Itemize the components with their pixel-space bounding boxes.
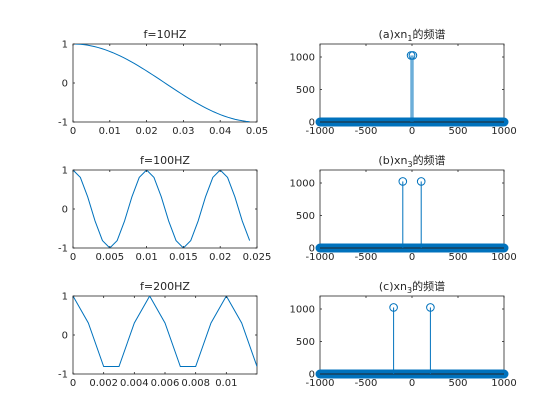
x-tick-label: 0.015 <box>169 252 198 263</box>
stem-marker <box>408 51 418 60</box>
x-tick-label: -1000 <box>305 378 334 389</box>
chart-title-main: (b)xn <box>378 154 407 167</box>
chart-title: f=200HZ <box>140 280 190 293</box>
y-tick-label: 0 <box>309 370 315 381</box>
chart-title-main: (a)xn <box>379 28 408 41</box>
x-tick-label: 0.004 <box>120 378 149 389</box>
chart-title-suffix: 的频谱 <box>412 279 445 293</box>
x-tick-label: 0.025 <box>243 252 272 263</box>
axes-s2: -1000 -500 0 500 1000 0 500 1000 (b)xn3的频谱 <box>290 153 517 263</box>
x-tick-label: 0.006 <box>151 378 180 389</box>
x-tick-label: 0.03 <box>172 126 194 137</box>
axes-box <box>319 169 505 249</box>
x-tick-label: 1000 <box>491 126 516 137</box>
chart-title: (b)xn3的频谱 <box>378 153 445 169</box>
chart-title-subscript: 3 <box>407 286 412 295</box>
plot-area <box>73 296 257 368</box>
stem-marker <box>398 177 408 186</box>
chart-title: (a)xn1的频谱 <box>379 27 446 43</box>
x-tick-label: -500 <box>355 252 378 263</box>
chart-title-main: f=100HZ <box>140 154 190 167</box>
x-tick-label: 0 <box>409 126 415 137</box>
x-tick-label: 0.01 <box>135 252 157 263</box>
chart-title-main: (c)xn <box>379 280 407 293</box>
stem-marker <box>416 177 426 186</box>
x-tick-label: 0.05 <box>246 126 268 137</box>
x-tick-label: 500 <box>448 252 467 263</box>
x-tick-label: 0.002 <box>89 378 118 389</box>
chart-title-suffix: 的频谱 <box>412 27 445 41</box>
x-tick-label: 0.02 <box>209 252 231 263</box>
chart-title-main: f=200HZ <box>140 280 190 293</box>
chart-title-main: f=10HZ <box>144 28 187 41</box>
x-tick-label: 0 <box>70 252 76 263</box>
chart-title: (c)xn3的频谱 <box>379 279 445 295</box>
series-line <box>73 296 257 368</box>
y-tick-label: 500 <box>296 85 315 96</box>
x-tick-label: 0 <box>409 252 415 263</box>
x-tick-label: -1000 <box>305 252 334 263</box>
axes-box <box>319 43 505 123</box>
axes-s3: -1000 -500 0 500 1000 0 500 1000 (c)xn3的频谱 <box>290 279 517 389</box>
y-tick-label: 0 <box>62 205 68 216</box>
x-tick-label: 500 <box>448 378 467 389</box>
chart-title-subscript: 1 <box>407 34 412 43</box>
y-tick-label: 1000 <box>290 53 315 64</box>
plot-area <box>73 170 251 248</box>
y-tick-label: -1 <box>58 244 68 255</box>
x-tick-label: 0 <box>70 126 76 137</box>
x-tick-label: 1000 <box>491 252 516 263</box>
y-tick-label: 1 <box>62 166 68 177</box>
x-tick-label: 1000 <box>491 378 516 389</box>
y-tick-label: 1 <box>62 40 68 51</box>
series-line <box>73 170 251 248</box>
x-tick-label: 0.008 <box>181 378 210 389</box>
x-tick-label: 0.02 <box>135 126 157 137</box>
x-tick-label: 0 <box>70 378 76 389</box>
chart-title-subscript: 3 <box>407 160 412 169</box>
y-tick-label: 0 <box>309 118 315 129</box>
plot-area <box>73 44 250 122</box>
y-tick-label: 1000 <box>290 179 315 190</box>
y-tick-label: -1 <box>58 118 68 129</box>
y-tick-label: 0 <box>309 244 315 255</box>
axes-box <box>72 295 258 375</box>
chart-title-suffix: 的频谱 <box>413 153 446 167</box>
y-tick-label: 0 <box>62 79 68 90</box>
x-tick-label: -1000 <box>305 126 334 137</box>
x-tick-label: 0 <box>409 378 415 389</box>
stem-marker <box>389 303 398 312</box>
y-tick-label: 1 <box>62 292 68 303</box>
stem-marker <box>426 303 435 312</box>
x-tick-label: 0.01 <box>99 126 121 137</box>
x-tick-label: -500 <box>355 378 378 389</box>
chart-title: f=10HZ <box>144 28 187 41</box>
x-tick-label: 0.01 <box>215 378 237 389</box>
series-line <box>73 44 250 122</box>
y-tick-label: 1000 <box>290 305 315 316</box>
x-tick-label: -500 <box>355 126 378 137</box>
y-tick-label: 500 <box>296 337 315 348</box>
y-tick-label: 500 <box>296 211 315 222</box>
chart-title: f=100HZ <box>140 154 190 167</box>
x-tick-label: 0.005 <box>95 252 124 263</box>
x-tick-label: 0.04 <box>209 126 231 137</box>
x-tick-label: 500 <box>448 126 467 137</box>
axes-s1: -1000 -500 0 500 1000 0 500 1000 (a)xn1的频谱 <box>290 27 517 137</box>
y-tick-label: 0 <box>62 331 68 342</box>
y-tick-label: -1 <box>58 370 68 381</box>
axes-box <box>319 295 505 375</box>
